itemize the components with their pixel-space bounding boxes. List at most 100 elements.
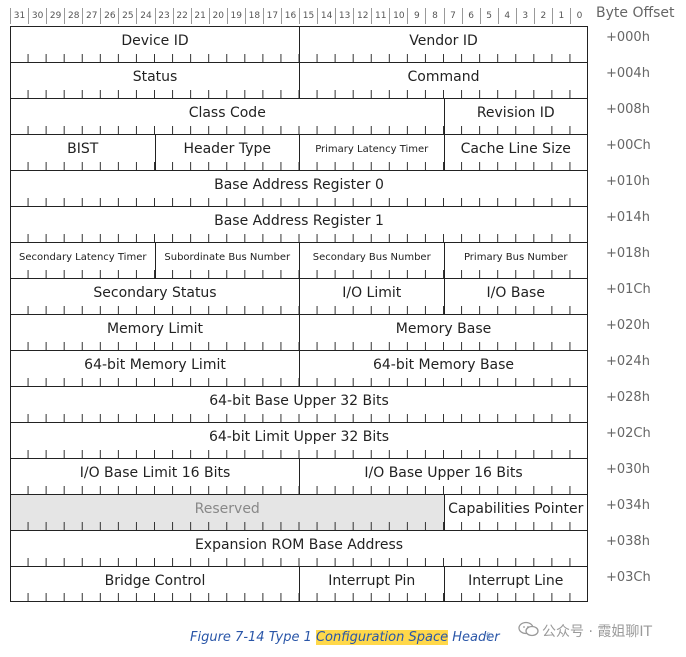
bit-number: 16 (280, 8, 299, 24)
register-field: Header Type (154, 135, 300, 170)
register-row: Base Address Register 0 (10, 170, 588, 206)
register-field: Secondary Latency Timer (10, 243, 155, 278)
bit-number: 19 (226, 8, 245, 24)
register-field: Interrupt Pin (299, 567, 444, 601)
register-row: Class Code Revision ID (10, 98, 588, 134)
bit-number: 7 (443, 8, 462, 24)
bit-number: 6 (461, 8, 480, 24)
caption-marker: § (486, 632, 491, 642)
register-row: Device ID Vendor ID (10, 26, 588, 62)
byte-offset: +024h (606, 354, 650, 369)
register-field: Cache Line Size (443, 135, 588, 170)
register-field: Primary Latency Timer (299, 135, 444, 170)
figure-caption: Figure 7-14 Type 1 Configuration Space H… (190, 630, 500, 645)
bit-number: 4 (497, 8, 516, 24)
bit-number: 2 (533, 8, 552, 24)
byte-offset: +020h (606, 318, 650, 333)
register-field: Interrupt Line (443, 567, 588, 601)
register-field: Capabilities Pointer (443, 495, 588, 530)
bit-number: 14 (317, 8, 335, 24)
watermark-text: 公众号 · 霞姐聊IT (542, 624, 653, 640)
byte-offset: +028h (606, 390, 650, 405)
bit-number: 1 (551, 8, 570, 24)
register-field: Base Address Register 1 (10, 207, 588, 242)
register-row: 64-bit Limit Upper 32 Bits (10, 422, 588, 458)
register-field: Memory Base (299, 315, 588, 350)
caption-suffix: Header (448, 630, 500, 645)
register-row: Expansion ROM Base Address (10, 530, 588, 566)
register-field: Secondary Bus Number (299, 243, 444, 278)
register-row: Status Command (10, 62, 588, 98)
reserved-field: Reserved (10, 495, 444, 530)
register-field: BIST (10, 135, 155, 170)
register-row: Memory Limit Memory Base (10, 314, 588, 350)
byte-offset: +008h (606, 102, 650, 117)
bit-number: 31 (10, 8, 28, 24)
byte-offset: +010h (606, 174, 650, 189)
byte-offset: +02Ch (606, 426, 651, 441)
register-field: 64-bit Memory Limit (10, 351, 299, 386)
byte-offset-heading: Byte Offset (596, 5, 675, 21)
register-row: Secondary Status I/O Limit I/O Base (10, 278, 588, 314)
bit-number: 21 (190, 8, 209, 24)
bit-number: 30 (28, 8, 46, 24)
byte-offset: +004h (606, 66, 650, 81)
byte-offset: +000h (606, 30, 650, 45)
bit-number-header: 31 30 29 28 27 26 25 24 23 22 21 20 19 18 17 16 15 14 13 12… (10, 8, 588, 26)
byte-offset: +014h (606, 210, 650, 225)
bit-number: 15 (299, 8, 317, 24)
register-field: I/O Limit (299, 279, 444, 314)
bit-number: 8 (425, 8, 443, 24)
register-row: Secondary Latency Timer Subordinate Bus N… (10, 242, 588, 278)
bit-number: 18 (244, 8, 263, 24)
register-field: 64-bit Base Upper 32 Bits (10, 387, 588, 422)
register-field: 64-bit Memory Base (299, 351, 588, 386)
register-field: Device ID (10, 27, 299, 62)
register-field: I/O Base Upper 16 Bits (299, 459, 588, 494)
register-field: Memory Limit (10, 315, 299, 350)
bit-number: 5 (479, 8, 498, 24)
bit-number: 13 (335, 8, 353, 24)
bit-number: 23 (154, 8, 173, 24)
register-field: I/O Base Limit 16 Bits (10, 459, 299, 494)
bit-number: 12 (353, 8, 371, 24)
register-row: I/O Base Limit 16 Bits I/O Base Upper 16 … (10, 458, 588, 494)
caption-highlight: Configuration Space (315, 630, 449, 645)
bit-number: 9 (407, 8, 425, 24)
register-row: BIST Header Type Primary Latency Timer Cach… (10, 134, 588, 170)
byte-offset: +03Ch (606, 570, 651, 585)
register-field: Command (299, 63, 588, 98)
register-row: Reserved Capabilities Pointer (10, 494, 588, 530)
bit-number: 27 (82, 8, 100, 24)
bit-number: 17 (262, 8, 281, 24)
register-field: Subordinate Bus Number (154, 243, 300, 278)
register-field: 64-bit Limit Upper 32 Bits (10, 423, 588, 458)
byte-offset: +034h (606, 498, 650, 513)
byte-offset: +038h (606, 534, 650, 549)
bit-number: 20 (208, 8, 227, 24)
register-field: Revision ID (443, 99, 588, 134)
bit-number: 3 (515, 8, 534, 24)
register-field: Vendor ID (299, 27, 588, 62)
register-field: Expansion ROM Base Address (10, 531, 588, 566)
register-table: Device ID Vendor ID Status Command Class Cod… (10, 26, 588, 602)
register-field: I/O Base (443, 279, 588, 314)
register-field: Class Code (10, 99, 444, 134)
byte-offset: +01Ch (606, 282, 651, 297)
register-field: Base Address Register 0 (10, 171, 588, 206)
bit-number: 28 (64, 8, 82, 24)
bit-number: 22 (172, 8, 191, 24)
register-row: Base Address Register 1 (10, 206, 588, 242)
bit-number: 11 (371, 8, 389, 24)
byte-offset: +030h (606, 462, 650, 477)
bit-number: 25 (118, 8, 136, 24)
byte-offset: +00Ch (606, 138, 651, 153)
register-field: Secondary Status (10, 279, 299, 314)
bit-number: 26 (100, 8, 118, 24)
bit-number: 0 (569, 8, 588, 24)
wechat-icon (518, 621, 539, 637)
bit-number: 24 (136, 8, 154, 24)
register-row: 64-bit Base Upper 32 Bits (10, 386, 588, 422)
byte-offset: +018h (606, 246, 650, 261)
caption-prefix: Figure 7-14 Type 1 (190, 630, 316, 645)
